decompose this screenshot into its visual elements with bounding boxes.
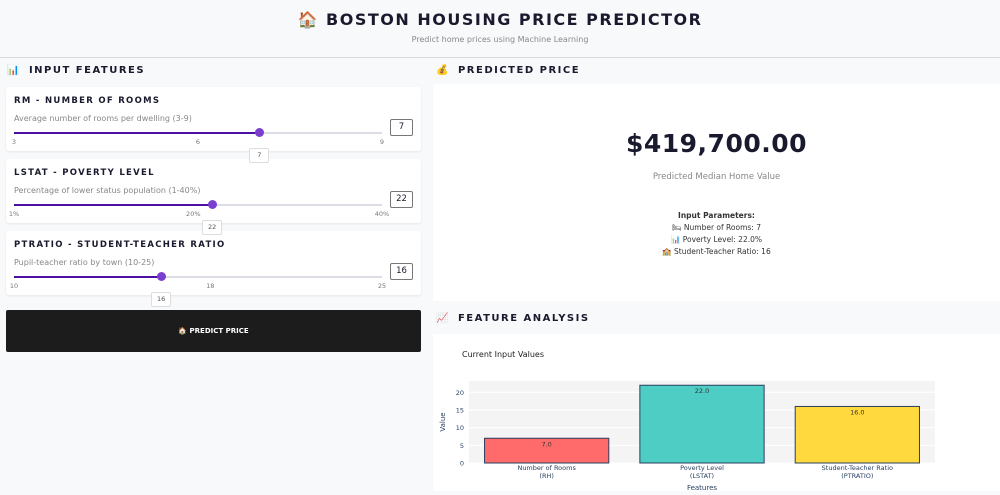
price-label: Predicted Median Home Value bbox=[652, 172, 781, 182]
chart-increasing-icon: 📈 bbox=[436, 313, 450, 324]
x-tick-label: Poverty Level bbox=[680, 464, 724, 472]
slider-fill bbox=[14, 132, 260, 134]
slider-tooltip: 7 bbox=[249, 148, 270, 163]
x-tick-label: Student-Teacher Ratio bbox=[822, 464, 893, 472]
feature-chart-card: Current Input Values 0 5 10 15 20 7.0 Number of… bbox=[433, 334, 1000, 492]
feature-value-input[interactable]: 16 bbox=[390, 263, 413, 280]
slider-tick: 10 bbox=[9, 282, 19, 290]
slider-tick: 40% bbox=[374, 210, 390, 218]
params-title: Input Parameters: bbox=[678, 211, 755, 220]
feature-slider[interactable] bbox=[14, 128, 382, 137]
slider-fill bbox=[14, 204, 213, 206]
x-tick-label: (PTRATIO) bbox=[841, 472, 873, 480]
y-axis-label: Value bbox=[439, 412, 447, 431]
feature-description: Percentage of lower status population (1… bbox=[14, 186, 201, 195]
slider-fill bbox=[14, 276, 162, 278]
slider-handle[interactable] bbox=[255, 128, 265, 137]
prediction-card: $419,700.00 Predicted Median Home Value … bbox=[433, 84, 1000, 301]
bar-data-label: 16.0 bbox=[850, 408, 864, 416]
feature-title: PTRATIO - STUDENT-TEACHER RATIO bbox=[14, 240, 226, 250]
slider-tick: 1% bbox=[8, 210, 20, 218]
feature-title: RM - NUMBER OF ROOMS bbox=[14, 96, 161, 106]
feature-value-input[interactable]: 7 bbox=[390, 119, 413, 136]
slider-tick: 18 bbox=[206, 282, 215, 290]
section-title: PREDICTED PRICE bbox=[457, 65, 581, 76]
feature-card: RM - NUMBER OF ROOMS Average number of r… bbox=[6, 87, 421, 163]
feature-slider[interactable] bbox=[14, 200, 382, 209]
input-parameters: Input Parameters: 🛏 Number of Rooms: 7 📊… bbox=[433, 210, 1000, 258]
feature-card: LSTAT - POVERTY LEVEL Percentage of lowe… bbox=[6, 159, 421, 235]
y-tick-label: 0 bbox=[460, 460, 464, 468]
x-tick-label: Number of Rooms bbox=[517, 464, 576, 472]
input-features-heading: 📊 INPUT FEATURES bbox=[7, 65, 145, 76]
predicted-price-heading: 💰 PREDICTED PRICE bbox=[436, 65, 580, 76]
y-tick-label: 10 bbox=[456, 424, 464, 432]
section-title: FEATURE ANALYSIS bbox=[457, 313, 590, 324]
slider-handle[interactable] bbox=[208, 200, 218, 209]
chart-title: Current Input Values bbox=[462, 350, 544, 359]
x-tick-label: (LSTAT) bbox=[690, 472, 714, 480]
x-tick-label: (RH) bbox=[539, 472, 553, 480]
bar bbox=[484, 437, 610, 464]
feature-bar-chart: Current Input Values 0 5 10 15 20 7.0 Number of… bbox=[439, 350, 935, 492]
slider-tick: 25 bbox=[377, 282, 387, 290]
feature-title: LSTAT - POVERTY LEVEL bbox=[14, 168, 155, 178]
feature-analysis-heading: 📈 FEATURE ANALYSIS bbox=[436, 313, 590, 324]
app-subtitle: Predict home prices using Machine Learni… bbox=[411, 35, 589, 44]
slider-tooltip: 22 bbox=[202, 220, 223, 235]
bar-data-label: 7.0 bbox=[541, 440, 551, 448]
feature-value-input[interactable]: 22 bbox=[390, 191, 413, 208]
slider-tick: 3 bbox=[11, 138, 17, 146]
bar bbox=[794, 405, 920, 464]
param-ratio: 🏫 Student-Teacher Ratio: 16 bbox=[662, 247, 771, 256]
bar bbox=[639, 384, 765, 464]
money-bag-icon: 💰 bbox=[436, 65, 450, 76]
slider-handle[interactable] bbox=[157, 272, 167, 281]
app-title: 🏠 BOSTON HOUSING PRICE PREDICTOR bbox=[297, 10, 703, 29]
slider-tick: 9 bbox=[379, 138, 385, 146]
bar-data-label: 22.0 bbox=[695, 387, 709, 395]
param-poverty: 📊 Poverty Level: 22.0% bbox=[671, 235, 762, 244]
param-rooms: 🛏 Number of Rooms: 7 bbox=[672, 223, 761, 232]
feature-description: Pupil-teacher ratio by town (10-25) bbox=[14, 258, 155, 267]
slider-tick: 20% bbox=[186, 210, 201, 218]
y-tick-label: 15 bbox=[456, 406, 464, 414]
slider-tooltip: 16 bbox=[151, 292, 172, 307]
feature-description: Average number of rooms per dwelling (3-… bbox=[14, 114, 192, 123]
predict-price-button[interactable]: 🏠 PREDICT PRICE bbox=[6, 310, 421, 352]
predicted-price: $419,700.00 bbox=[625, 129, 808, 158]
slider-tick: 6 bbox=[195, 138, 201, 146]
y-tick-label: 5 bbox=[460, 442, 464, 450]
feature-card: PTRATIO - STUDENT-TEACHER RATIO Pupil-te… bbox=[6, 231, 421, 307]
section-title: INPUT FEATURES bbox=[28, 65, 146, 76]
feature-slider[interactable] bbox=[14, 272, 382, 281]
x-axis-label: Features bbox=[687, 484, 717, 491]
y-tick-label: 20 bbox=[456, 389, 464, 397]
header: 🏠 BOSTON HOUSING PRICE PREDICTOR Predict… bbox=[0, 0, 1000, 58]
bar-chart-icon: 📊 bbox=[7, 65, 21, 76]
